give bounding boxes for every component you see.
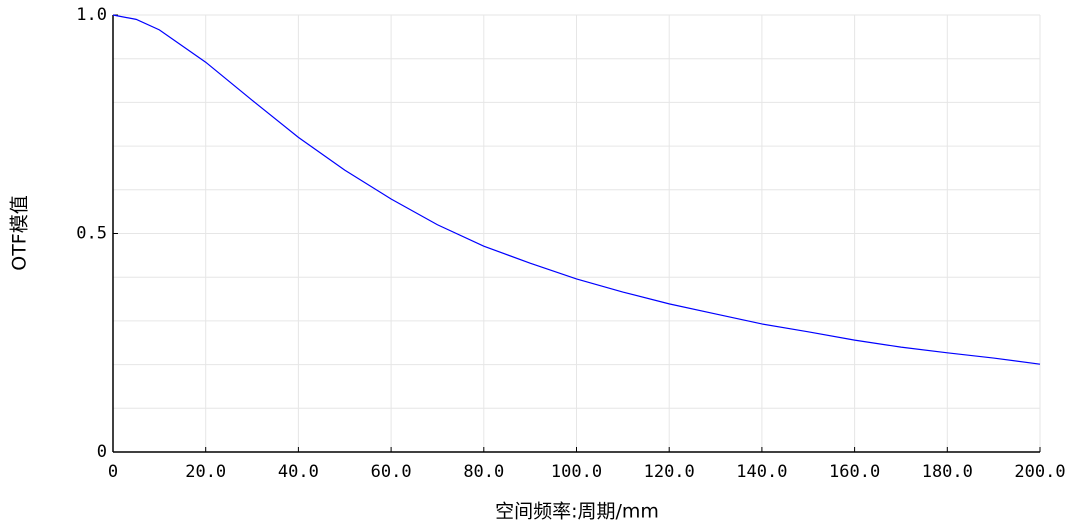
x-tick-label: 80.0 — [463, 462, 504, 482]
x-tick-label: 120.0 — [644, 462, 695, 482]
x-tick-label: 20.0 — [185, 462, 226, 482]
x-tick-label: 60.0 — [371, 462, 412, 482]
x-tick-label: 100.0 — [551, 462, 602, 482]
y-tick-label: 1.0 — [76, 5, 107, 25]
x-tick-label: 140.0 — [736, 462, 787, 482]
x-tick-label: 40.0 — [278, 462, 319, 482]
y-axis-label: OTF模值 — [9, 195, 31, 271]
x-tick-label: 180.0 — [922, 462, 973, 482]
y-tick-label: 0.5 — [76, 224, 107, 244]
x-tick-label: 200.0 — [1014, 462, 1065, 482]
line-series — [112, 14, 1041, 365]
x-axis-label: 空间频率:周期/mm — [495, 501, 659, 523]
x-tick-label: 0 — [108, 462, 118, 482]
y-tick-label: 0 — [97, 442, 107, 462]
x-tick-label: 160.0 — [829, 462, 880, 482]
